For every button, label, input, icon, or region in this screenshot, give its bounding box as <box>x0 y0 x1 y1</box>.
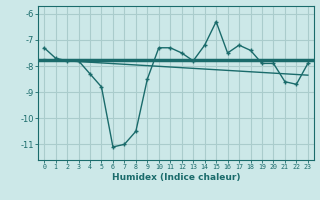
X-axis label: Humidex (Indice chaleur): Humidex (Indice chaleur) <box>112 173 240 182</box>
